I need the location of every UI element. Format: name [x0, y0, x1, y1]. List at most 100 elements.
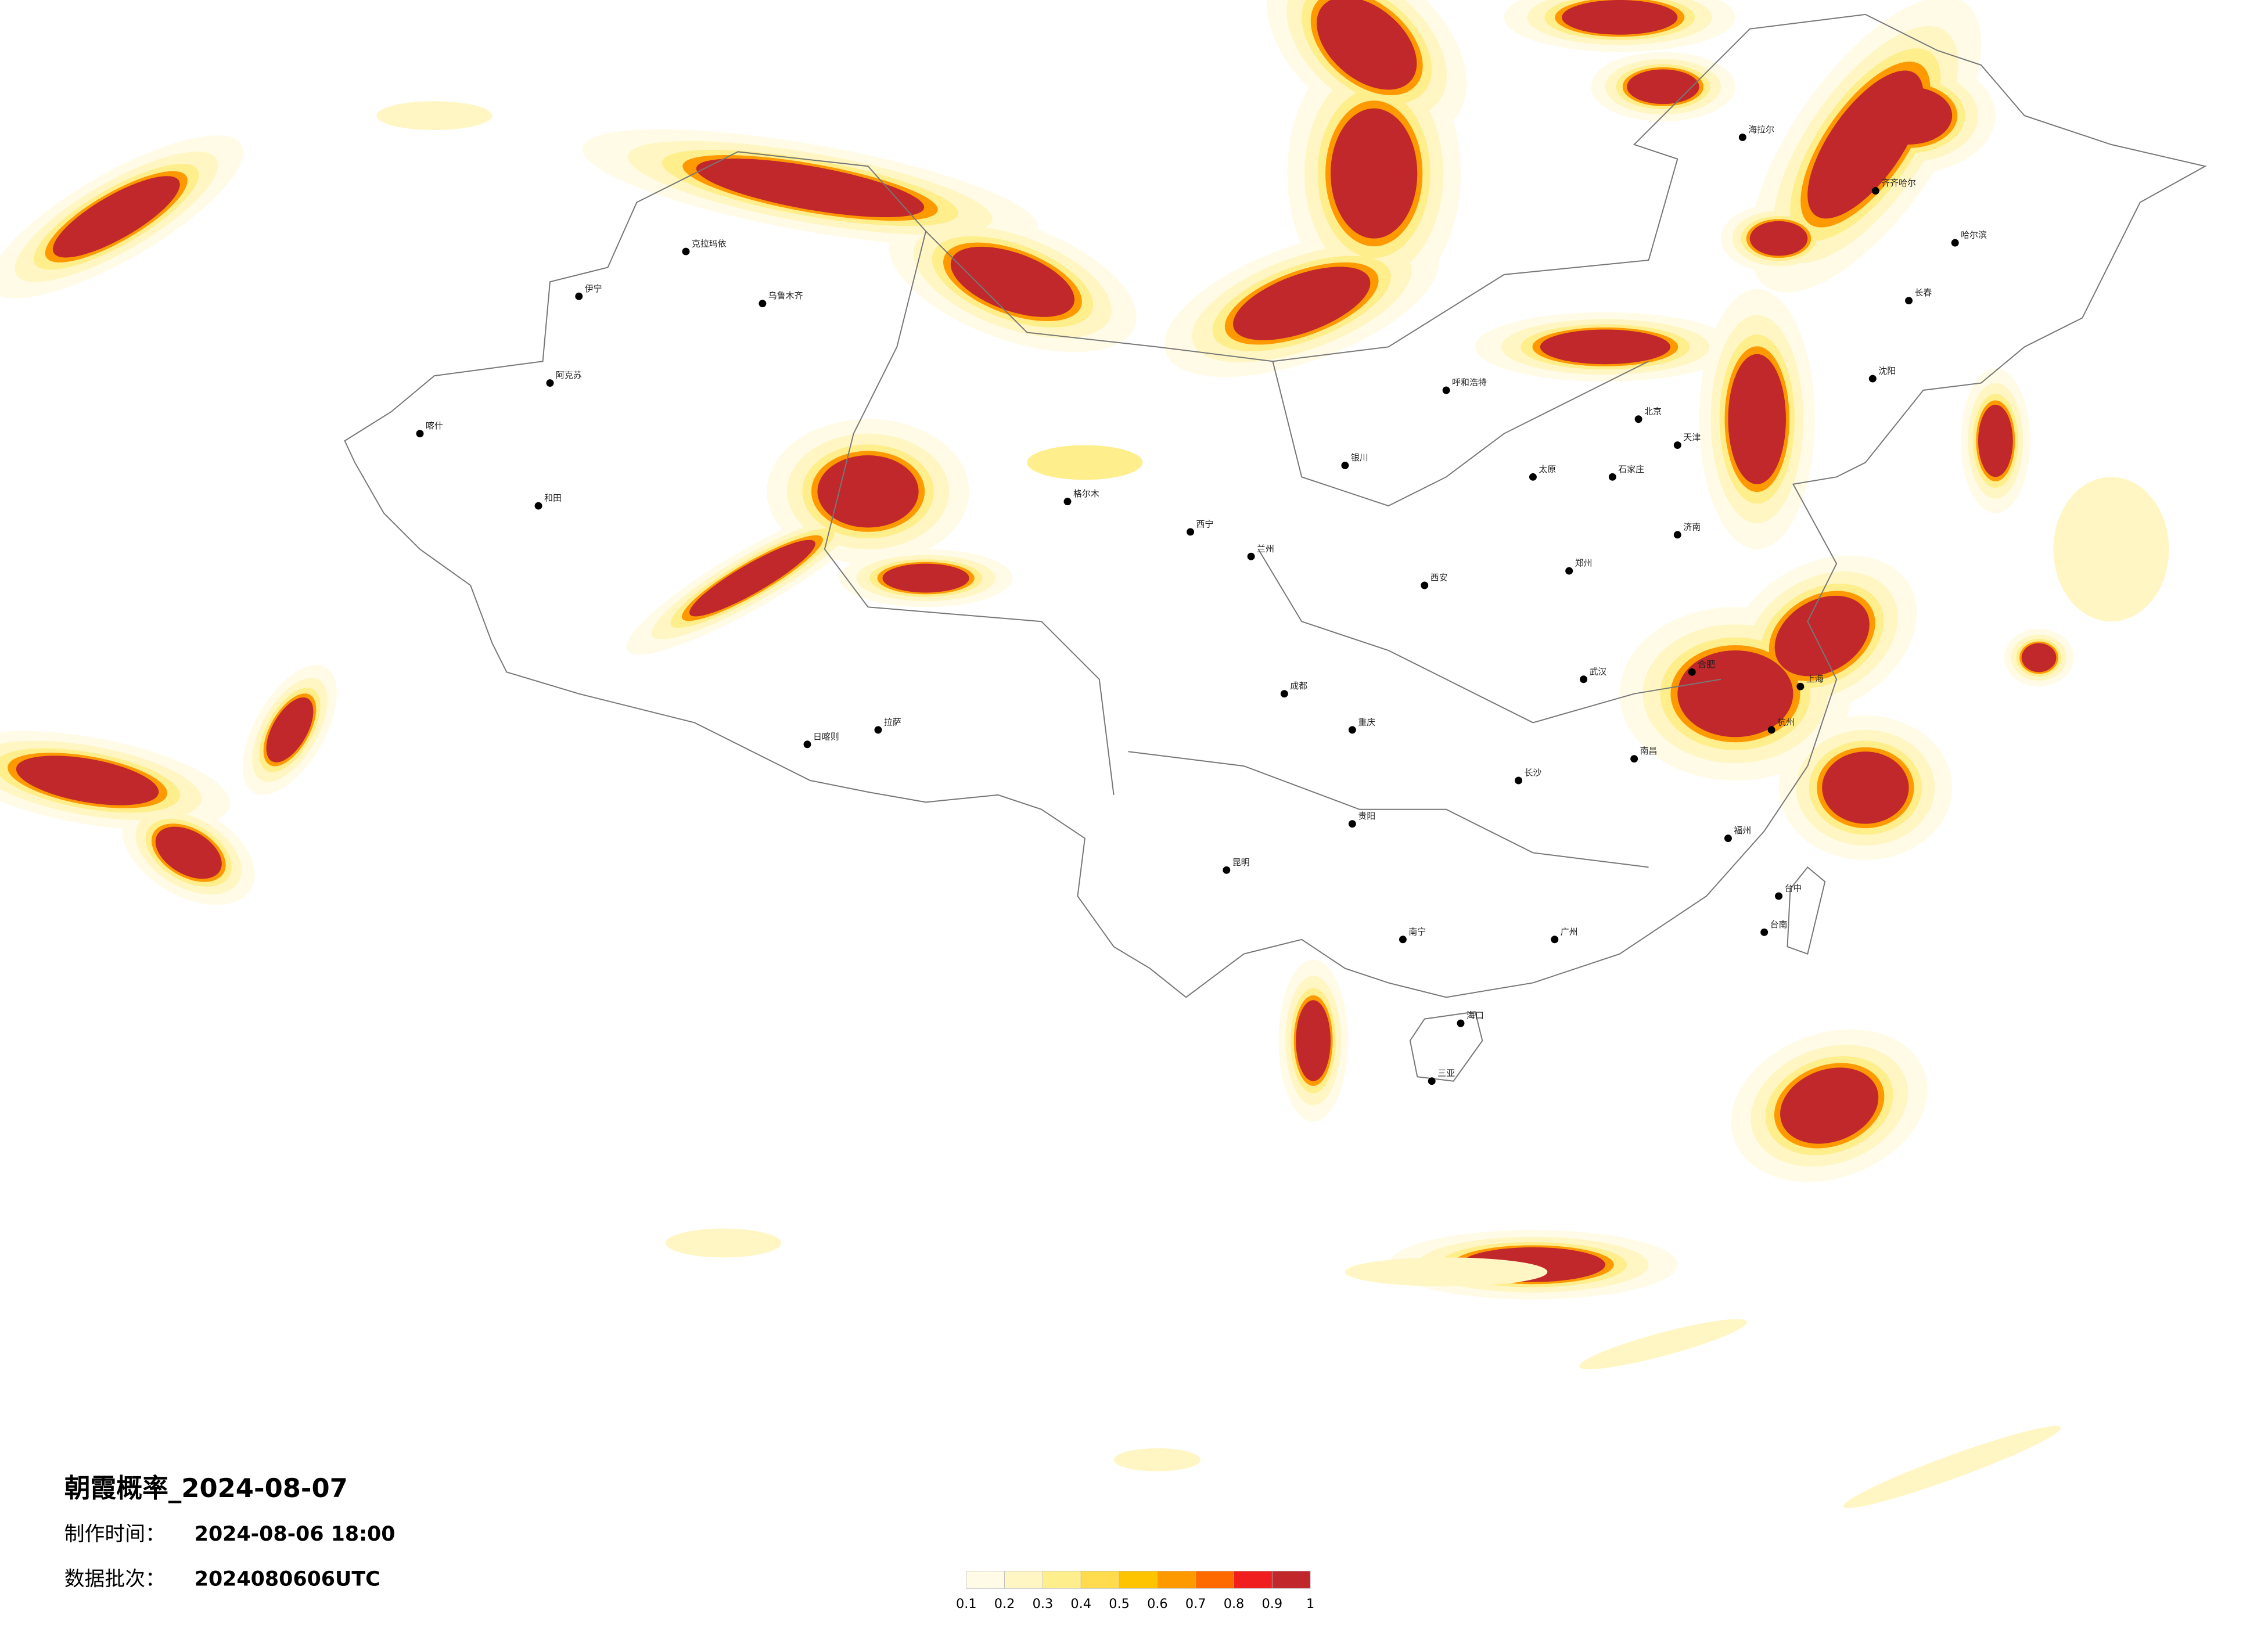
probability-area	[1562, 0, 1678, 35]
city-dot	[1738, 133, 1746, 141]
city-label: 长春	[1915, 287, 1932, 298]
colorbar-tick-label: 0.8	[1224, 1596, 1245, 1611]
city-label: 重庆	[1358, 717, 1375, 727]
city-label: 呼和浩特	[1452, 377, 1487, 388]
city-label: 齐齐哈尔	[1881, 178, 1916, 188]
city-label: 南昌	[1640, 746, 1658, 756]
probability-area	[266, 697, 314, 762]
city-dot	[1551, 936, 1559, 944]
city-dot	[1673, 531, 1681, 539]
probability-area	[1978, 404, 2013, 477]
probability-area	[2021, 643, 2057, 672]
probability-area	[1865, 87, 1953, 145]
city-dot	[416, 430, 424, 438]
city-label: 喀什	[426, 420, 443, 431]
colorbar-swatch	[1080, 1571, 1120, 1589]
city-dot	[534, 502, 542, 510]
probability-area	[666, 1228, 782, 1258]
city-dot	[1187, 528, 1195, 536]
city-label: 成都	[1290, 681, 1307, 691]
probability-area	[1843, 1426, 2061, 1508]
colorbar-swatch	[1271, 1571, 1311, 1589]
city-label: 格尔木	[1073, 488, 1099, 499]
city-dot	[1341, 461, 1349, 469]
city-label: 银川	[1351, 452, 1368, 463]
city-label: 台中	[1785, 883, 1802, 894]
city-label: 海拉尔	[1748, 124, 1774, 135]
probability-area	[376, 101, 493, 130]
city-dot	[1565, 567, 1573, 575]
city-dot	[1515, 776, 1523, 785]
city-dot	[1775, 892, 1783, 900]
probability-area	[16, 756, 159, 805]
city-dot	[1399, 936, 1407, 944]
city-dot	[1457, 1019, 1465, 1027]
city-label: 和田	[544, 493, 562, 503]
city-label: 哈尔滨	[1961, 230, 1987, 240]
city-label: 台南	[1770, 919, 1788, 930]
colorbar-tick-label: 0.3	[1033, 1596, 1054, 1611]
city-label: 北京	[1644, 406, 1662, 416]
probability-area	[1780, 1067, 1879, 1144]
city-dot	[1580, 675, 1588, 684]
production-time-label: 制作时间：	[64, 1523, 166, 1546]
colorbar-swatch	[1234, 1571, 1273, 1589]
probability-area	[1749, 221, 1808, 256]
city-label: 海口	[1467, 1010, 1484, 1021]
probability-area	[1233, 267, 1371, 340]
china-outline	[344, 13, 2207, 1082]
colorbar: 0.1 0.2 0.3 0.4 0.5 0.6 0.7 0.8 0.9 1	[956, 1571, 1314, 1611]
city-dot	[759, 300, 767, 308]
probability-area	[1677, 650, 1793, 738]
colorbar-swatch	[1119, 1571, 1158, 1589]
city-label: 伊宁	[585, 283, 602, 294]
city-dot	[1348, 726, 1356, 734]
probability-area	[52, 176, 180, 258]
city-dot	[1608, 473, 1616, 481]
probability-area	[1728, 354, 1786, 484]
city-label: 南宁	[1408, 926, 1426, 937]
data-batch-value: 2024080606UTC	[195, 1567, 380, 1591]
city-label: 广州	[1561, 926, 1578, 937]
city-dot	[874, 726, 882, 734]
colorbar-swatch	[1195, 1571, 1234, 1589]
city-dot	[1428, 1077, 1436, 1085]
colorbar-tick-label: 0.5	[1109, 1596, 1130, 1611]
city-dot	[575, 292, 583, 300]
probability-area	[1345, 1257, 1548, 1287]
colorbar-tick-label: 0.2	[994, 1596, 1015, 1611]
city-dot	[1634, 415, 1642, 423]
city-label: 天津	[1683, 432, 1701, 443]
city-dot	[1871, 187, 1879, 195]
city-dot	[1905, 297, 1913, 305]
city-dot	[1951, 239, 1959, 247]
city-label: 兰州	[1257, 544, 1274, 554]
city-label: 拉萨	[884, 717, 901, 727]
city-dot	[1724, 834, 1732, 843]
city-dot	[1247, 552, 1255, 560]
colorbar-swatch	[1157, 1571, 1196, 1589]
city-label: 沈阳	[1878, 366, 1896, 376]
data-batch-label: 数据批次：	[64, 1567, 166, 1591]
colorbar-swatch	[966, 1571, 1005, 1589]
city-label: 杭州	[1777, 717, 1795, 727]
city-dot	[1760, 928, 1769, 936]
probability-area	[1540, 329, 1670, 365]
city-dot	[1796, 682, 1805, 690]
colorbar-swatch	[1004, 1571, 1043, 1589]
probability-area	[1317, 0, 1417, 90]
probability-area	[1627, 69, 1699, 105]
city-dot	[1348, 820, 1356, 828]
city-label: 长沙	[1525, 768, 1542, 778]
city-dot	[1063, 498, 1072, 506]
probability-area	[950, 246, 1075, 317]
city-dot	[1421, 581, 1429, 589]
city-label: 昆明	[1232, 857, 1250, 868]
production-time-value: 2024-08-06 18:00	[195, 1523, 396, 1546]
colorbar-tick-label: 0.6	[1147, 1596, 1168, 1611]
city-dot	[803, 740, 811, 749]
probability-area	[1027, 445, 1143, 480]
city-label: 福州	[1734, 825, 1751, 836]
